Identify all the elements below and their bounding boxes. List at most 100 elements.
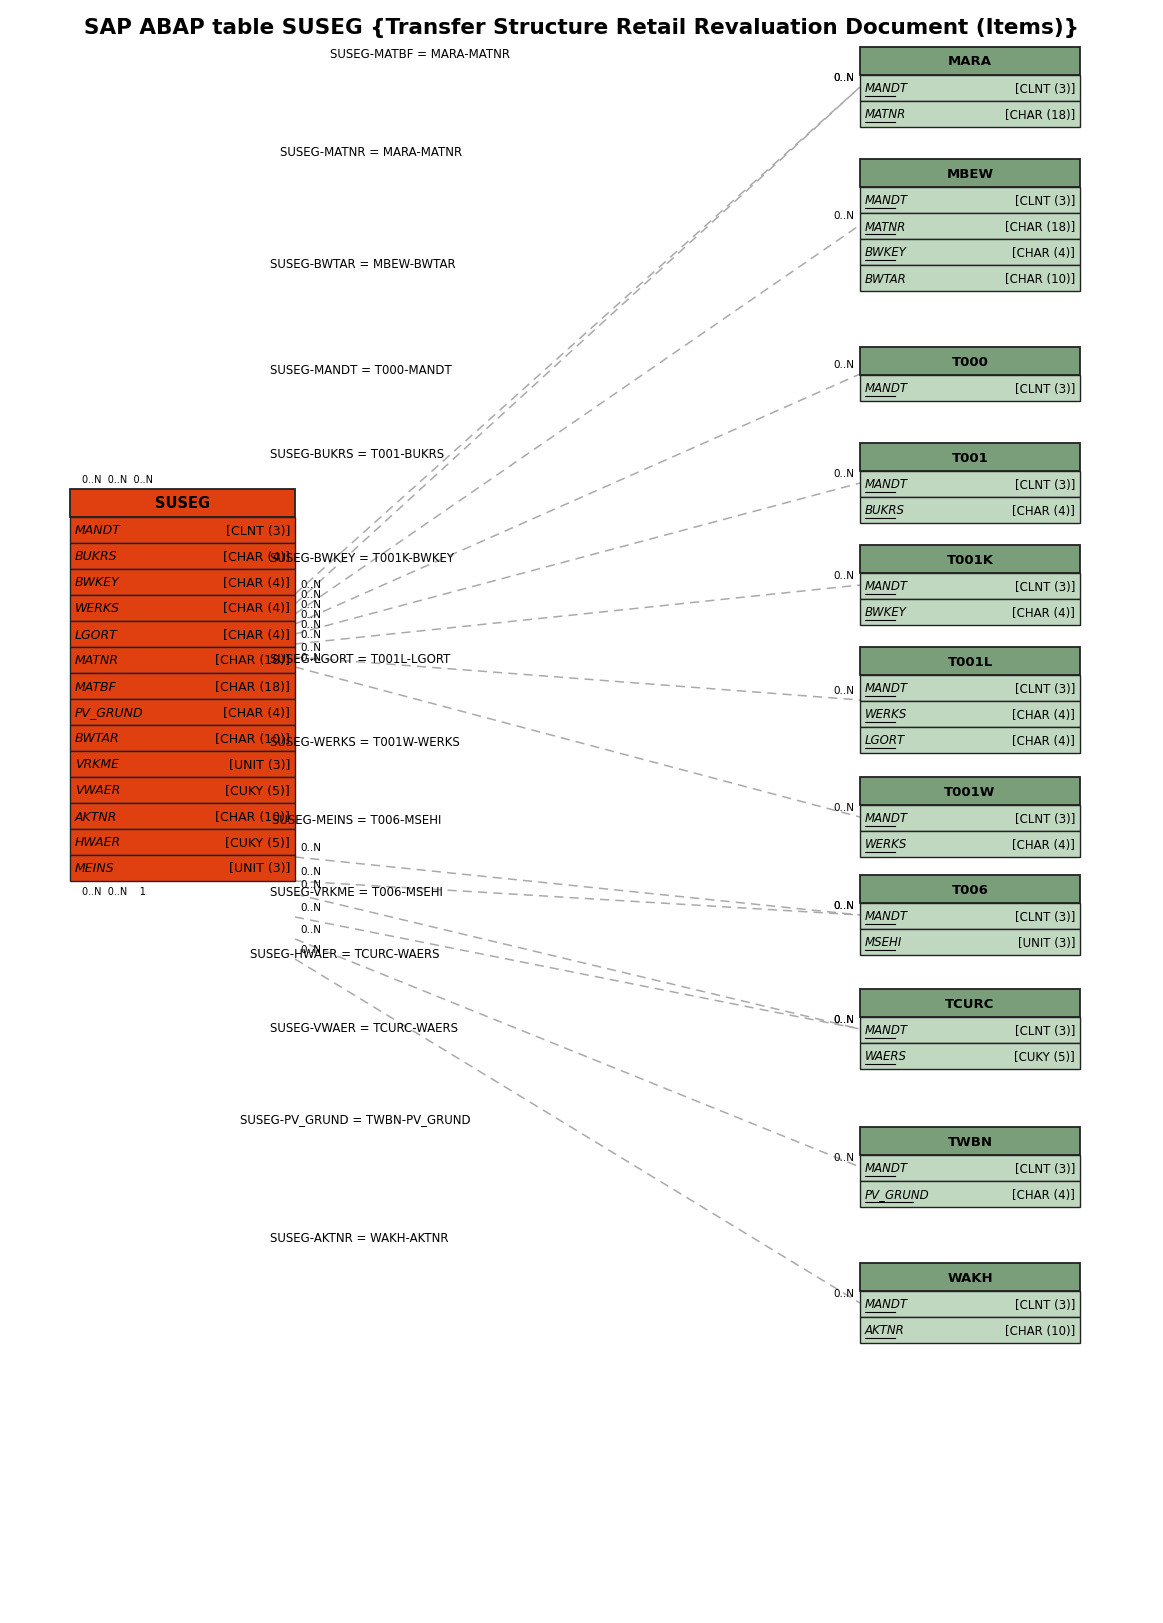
Text: [CLNT (3)]: [CLNT (3)] xyxy=(1014,579,1075,592)
Text: BUKRS: BUKRS xyxy=(865,505,905,518)
Text: [CHAR (10)]: [CHAR (10)] xyxy=(215,732,290,745)
Text: [CHAR (4)]: [CHAR (4)] xyxy=(1012,708,1075,721)
Text: BWKEY: BWKEY xyxy=(865,605,907,618)
FancyBboxPatch shape xyxy=(70,829,295,855)
Text: [CHAR (4)]: [CHAR (4)] xyxy=(1012,247,1075,260)
Text: LGORT: LGORT xyxy=(865,734,905,747)
FancyBboxPatch shape xyxy=(859,214,1080,240)
Text: 0..N: 0..N xyxy=(301,620,322,630)
Text: MATNR: MATNR xyxy=(865,109,906,122)
Text: [CLNT (3)]: [CLNT (3)] xyxy=(1014,1162,1075,1175)
Text: 0..N: 0..N xyxy=(301,867,322,876)
FancyBboxPatch shape xyxy=(70,544,295,570)
FancyBboxPatch shape xyxy=(859,1044,1080,1070)
Text: T001L: T001L xyxy=(948,656,993,669)
Text: MANDT: MANDT xyxy=(865,479,908,492)
Text: 0..N: 0..N xyxy=(833,901,854,911)
Text: HWAER: HWAER xyxy=(74,836,121,849)
Text: BWKEY: BWKEY xyxy=(74,576,120,589)
Text: BWTAR: BWTAR xyxy=(74,732,120,745)
Text: [CHAR (18)]: [CHAR (18)] xyxy=(1005,109,1075,122)
Text: WERKS: WERKS xyxy=(865,708,907,721)
FancyBboxPatch shape xyxy=(859,1292,1080,1318)
Text: 0..N: 0..N xyxy=(833,469,854,479)
Text: [CLNT (3)]: [CLNT (3)] xyxy=(1014,1298,1075,1311)
Text: [CHAR (4)]: [CHAR (4)] xyxy=(223,628,290,641)
Text: SUSEG-VWAER = TCURC-WAERS: SUSEG-VWAER = TCURC-WAERS xyxy=(270,1021,458,1034)
FancyBboxPatch shape xyxy=(859,188,1080,214)
Text: MBEW: MBEW xyxy=(947,167,993,180)
Text: MANDT: MANDT xyxy=(865,83,908,96)
Text: [CLNT (3)]: [CLNT (3)] xyxy=(1014,83,1075,96)
FancyBboxPatch shape xyxy=(859,701,1080,727)
Text: 0..N: 0..N xyxy=(833,1014,854,1024)
FancyBboxPatch shape xyxy=(859,1128,1080,1156)
Text: [CHAR (4)]: [CHAR (4)] xyxy=(223,706,290,719)
FancyBboxPatch shape xyxy=(859,443,1080,472)
Text: SUSEG: SUSEG xyxy=(155,497,211,511)
Text: [CLNT (3)]: [CLNT (3)] xyxy=(1014,195,1075,208)
Text: 0..N: 0..N xyxy=(301,589,322,601)
FancyBboxPatch shape xyxy=(70,596,295,622)
Text: [CUKY (5)]: [CUKY (5)] xyxy=(1014,1050,1075,1063)
FancyBboxPatch shape xyxy=(859,49,1080,76)
FancyBboxPatch shape xyxy=(859,240,1080,266)
FancyBboxPatch shape xyxy=(859,347,1080,377)
FancyBboxPatch shape xyxy=(859,472,1080,498)
Text: WAKH: WAKH xyxy=(947,1271,993,1284)
Text: 0..N: 0..N xyxy=(833,571,854,581)
FancyBboxPatch shape xyxy=(859,1263,1080,1292)
Text: 0..N: 0..N xyxy=(301,902,322,912)
Text: 0..N: 0..N xyxy=(301,610,322,620)
Text: 0..N: 0..N xyxy=(833,73,854,83)
FancyBboxPatch shape xyxy=(859,648,1080,675)
Text: BUKRS: BUKRS xyxy=(74,550,117,563)
FancyBboxPatch shape xyxy=(859,1156,1080,1182)
Text: 0..N: 0..N xyxy=(301,880,322,889)
FancyBboxPatch shape xyxy=(859,498,1080,524)
FancyBboxPatch shape xyxy=(70,622,295,648)
Text: MARA: MARA xyxy=(948,55,992,68)
Text: AKTNR: AKTNR xyxy=(865,1324,905,1337)
Text: 0..N: 0..N xyxy=(833,211,854,221)
Text: [CHAR (4)]: [CHAR (4)] xyxy=(1012,505,1075,518)
FancyBboxPatch shape xyxy=(70,700,295,725)
Text: [CLNT (3)]: [CLNT (3)] xyxy=(1014,383,1075,396)
Text: SAP ABAP table SUSEG {Transfer Structure Retail Revaluation Document (Items)}: SAP ABAP table SUSEG {Transfer Structure… xyxy=(84,18,1079,37)
Text: [CLNT (3)]: [CLNT (3)] xyxy=(226,524,290,537)
FancyBboxPatch shape xyxy=(859,875,1080,904)
FancyBboxPatch shape xyxy=(70,777,295,803)
FancyBboxPatch shape xyxy=(859,266,1080,292)
Text: SUSEG-LGORT = T001L-LGORT: SUSEG-LGORT = T001L-LGORT xyxy=(270,652,450,665)
Text: [CHAR (4)]: [CHAR (4)] xyxy=(1012,734,1075,747)
Text: [CLNT (3)]: [CLNT (3)] xyxy=(1014,812,1075,824)
Text: 0..N: 0..N xyxy=(301,652,322,662)
Text: 0..N: 0..N xyxy=(833,73,854,83)
Text: [CHAR (10)]: [CHAR (10)] xyxy=(1005,273,1075,286)
Text: MANDT: MANDT xyxy=(865,1298,908,1311)
Text: T001W: T001W xyxy=(944,786,996,799)
Text: MANDT: MANDT xyxy=(74,524,121,537)
Text: T000: T000 xyxy=(951,355,989,368)
Text: [CHAR (10)]: [CHAR (10)] xyxy=(215,810,290,823)
Text: [CHAR (18)]: [CHAR (18)] xyxy=(215,680,290,693)
FancyBboxPatch shape xyxy=(70,674,295,700)
FancyBboxPatch shape xyxy=(859,102,1080,128)
FancyBboxPatch shape xyxy=(859,76,1080,102)
Text: SUSEG-AKTNR = WAKH-AKTNR: SUSEG-AKTNR = WAKH-AKTNR xyxy=(270,1230,449,1243)
Text: 0..N: 0..N xyxy=(833,901,854,911)
Text: SUSEG-PV_GRUND = TWBN-PV_GRUND: SUSEG-PV_GRUND = TWBN-PV_GRUND xyxy=(240,1113,471,1126)
Text: SUSEG-BWTAR = MBEW-BWTAR: SUSEG-BWTAR = MBEW-BWTAR xyxy=(270,258,456,271)
Text: 0..N: 0..N xyxy=(833,1289,854,1298)
Text: SUSEG-VRKME = T006-MSEHI: SUSEG-VRKME = T006-MSEHI xyxy=(270,885,443,898)
FancyBboxPatch shape xyxy=(859,831,1080,857)
Text: [CUKY (5)]: [CUKY (5)] xyxy=(226,784,290,797)
Text: MEINS: MEINS xyxy=(74,862,115,875)
FancyBboxPatch shape xyxy=(859,573,1080,599)
Text: [CHAR (4)]: [CHAR (4)] xyxy=(223,576,290,589)
Text: 0..N: 0..N xyxy=(833,685,854,696)
Text: MANDT: MANDT xyxy=(865,682,908,695)
Text: [CLNT (3)]: [CLNT (3)] xyxy=(1014,911,1075,923)
Text: TWBN: TWBN xyxy=(948,1134,992,1147)
Text: MANDT: MANDT xyxy=(865,1024,908,1037)
